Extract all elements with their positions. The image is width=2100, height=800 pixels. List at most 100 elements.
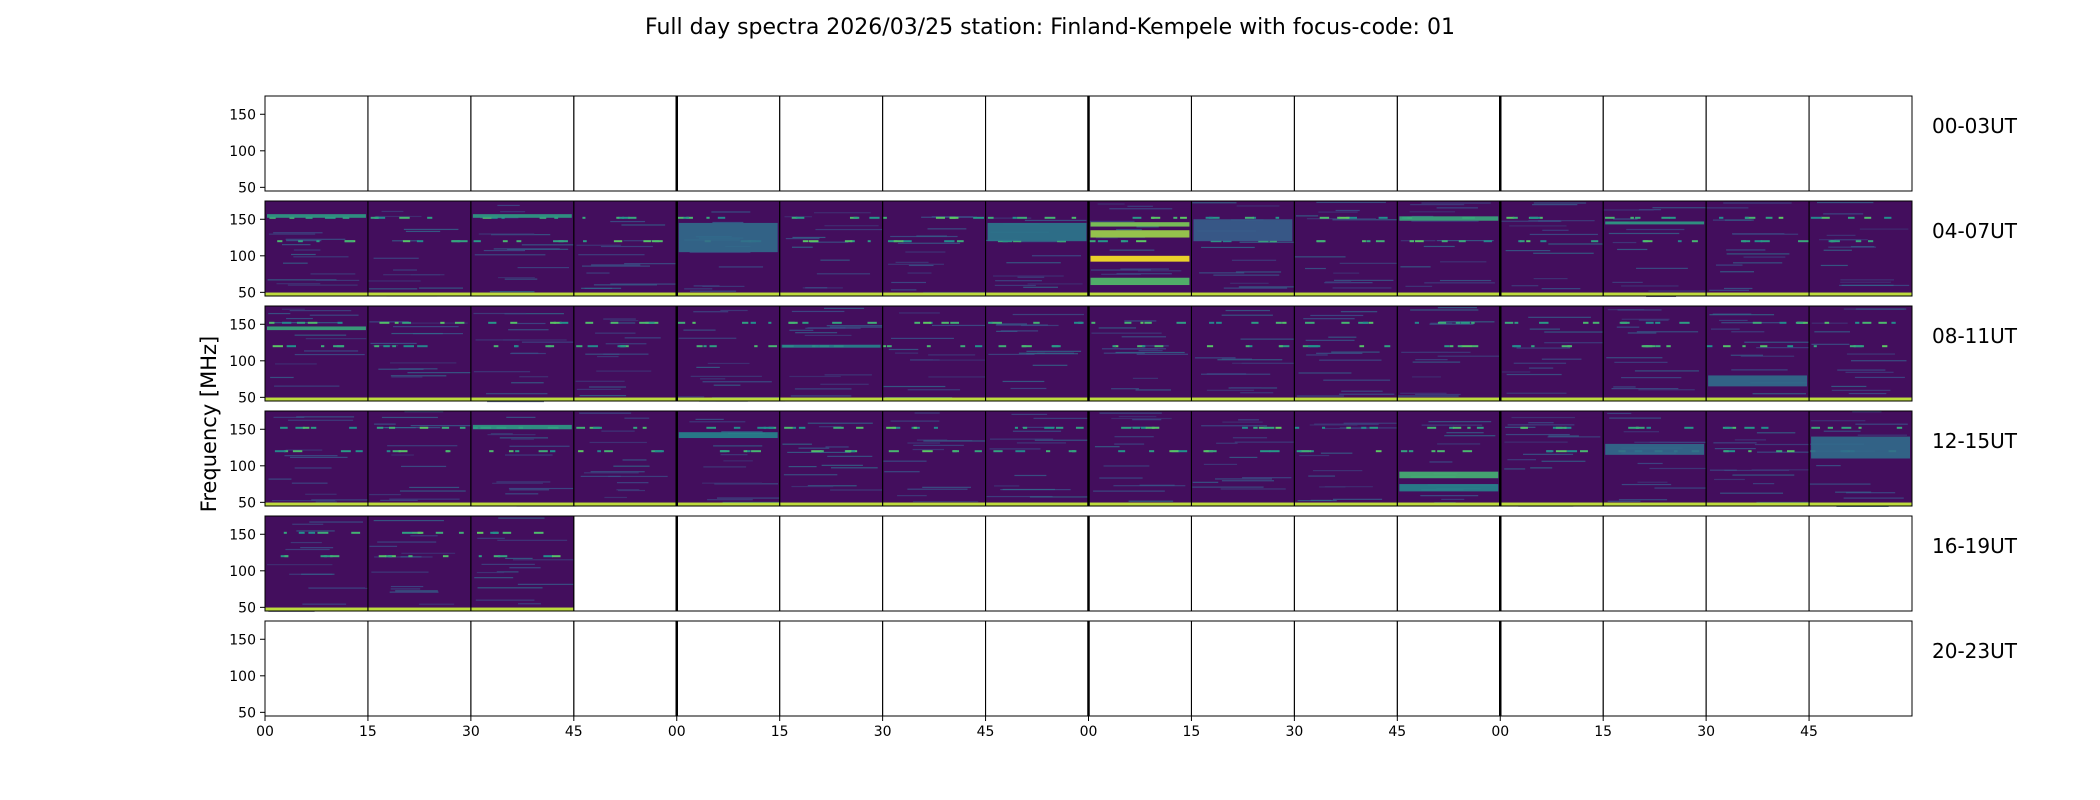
spectrogram-background [1191, 201, 1295, 296]
spectral-line [269, 216, 276, 219]
emission-band [1090, 222, 1190, 227]
spectral-line [1579, 450, 1588, 453]
spectral-line [795, 332, 838, 334]
spectral-line [1621, 318, 1670, 320]
spectral-line [1742, 240, 1751, 243]
empty-panel [1603, 621, 1707, 716]
spectral-line [1530, 467, 1553, 469]
spectral-line [501, 216, 505, 219]
emission-band [1193, 219, 1293, 242]
spectral-line [717, 216, 726, 219]
spectral-line [1412, 361, 1461, 363]
spectral-line [1437, 355, 1502, 357]
spectral-line [850, 240, 855, 243]
spectral-line [1319, 486, 1346, 488]
spectra-panel [882, 306, 1004, 402]
row-label: 20-23UT [1932, 639, 2018, 663]
spectral-line [1114, 345, 1119, 348]
spectral-line [1471, 345, 1479, 348]
spectral-line [1709, 469, 1737, 471]
calibration-band [1191, 292, 1295, 297]
calibration-band [779, 292, 883, 297]
spectral-line [1513, 345, 1521, 348]
spectral-line [582, 265, 650, 267]
emission-band [1399, 484, 1499, 492]
spectral-line [1023, 286, 1058, 288]
spectral-line [508, 450, 514, 453]
spectral-line [643, 240, 651, 243]
spectral-line [1213, 274, 1280, 276]
spectral-line [493, 248, 560, 250]
spectral-line [1178, 450, 1188, 453]
spectral-line [375, 215, 422, 218]
spectral-line [417, 345, 428, 348]
spectral-line [1308, 475, 1336, 477]
spectral-line [1546, 450, 1554, 453]
spectral-line [712, 221, 744, 224]
spectral-line [1203, 463, 1238, 466]
spectral-line [714, 483, 778, 485]
spectral-line [1140, 426, 1147, 429]
spectral-line [928, 354, 976, 356]
spectral-line [639, 321, 649, 324]
spectral-line [845, 450, 852, 453]
spectral-line [624, 337, 661, 339]
spectral-line [493, 345, 499, 348]
spectral-line [1295, 215, 1319, 217]
spectral-line [1720, 492, 1784, 494]
spectral-line [1710, 328, 1740, 330]
spectral-line [1511, 285, 1539, 287]
spectral-line [441, 426, 450, 429]
spectral-line [1101, 348, 1167, 350]
spectral-line [1652, 207, 1724, 209]
spectral-line [1346, 426, 1351, 429]
calibration-band [470, 607, 574, 612]
spectral-line [1619, 321, 1630, 324]
spectral-line [1547, 436, 1601, 438]
empty-panel [1088, 96, 1192, 191]
spectral-line [1361, 426, 1367, 429]
spectral-line [1176, 321, 1186, 324]
spectral-line [435, 531, 444, 534]
spectral-line [1428, 421, 1492, 423]
emission-band [472, 214, 572, 218]
spectral-line [713, 384, 741, 386]
spectral-line [1324, 282, 1373, 284]
spectral-line [975, 345, 983, 348]
empty-panel [676, 96, 780, 191]
y-tick-label: 100 [229, 564, 256, 580]
spectral-line [907, 442, 941, 444]
spectral-line [1206, 389, 1254, 391]
empty-panel [470, 96, 574, 191]
spectral-line [1529, 328, 1561, 330]
spectral-line [1316, 240, 1326, 243]
spectral-line [616, 489, 640, 491]
spectra-panel [1706, 306, 1821, 402]
spectral-line [268, 233, 316, 235]
spectral-line [384, 555, 393, 558]
spectral-line [1506, 392, 1567, 394]
spectral-line [1730, 354, 1763, 356]
spectral-line [1014, 426, 1018, 429]
spectral-line [1528, 316, 1591, 318]
spectral-line [587, 345, 598, 348]
spectral-line [1541, 460, 1586, 462]
spectral-line [974, 450, 982, 453]
emission-band [781, 344, 881, 348]
spectral-line [897, 495, 927, 497]
spectrogram-background [1603, 411, 1707, 506]
empty-panel [265, 96, 368, 191]
spectral-line [1831, 385, 1867, 388]
spectral-line [1111, 388, 1139, 390]
spectral-line [1024, 219, 1087, 222]
spectral-line [481, 563, 535, 566]
spectral-line [1618, 499, 1668, 501]
spectral-line [1461, 345, 1473, 348]
spectral-line [1533, 277, 1568, 280]
empty-panel [985, 96, 1089, 191]
spectral-line [1809, 483, 1871, 485]
spectral-line [1719, 216, 1724, 219]
calibration-band [985, 397, 1089, 402]
spectral-line [682, 216, 690, 219]
calibration-band [1191, 397, 1295, 402]
